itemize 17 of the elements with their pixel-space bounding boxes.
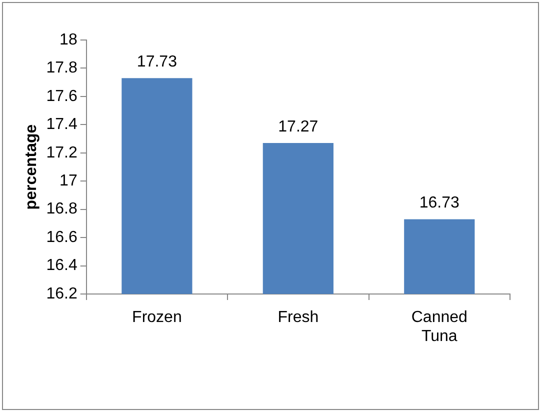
y-tick-label: 16.2 — [46, 285, 78, 302]
y-axis-title: percentage — [23, 124, 40, 210]
data-label: 16.73 — [419, 194, 460, 212]
x-tick-label: Canned Tuna — [411, 309, 468, 346]
y-tick-label: 17.8 — [46, 60, 78, 77]
y-tick-label: 17.2 — [46, 144, 78, 162]
data-label: 17.27 — [278, 118, 318, 136]
y-tick-label: 16.4 — [46, 257, 78, 274]
y-tick-label: 17.6 — [46, 88, 78, 105]
x-tick-label: Frozen — [132, 309, 182, 326]
y-tick-label: 16.8 — [46, 200, 78, 218]
x-tick-label: Fresh — [278, 309, 319, 326]
data-label: 17.73 — [136, 54, 178, 71]
y-tick-label: 16.6 — [46, 228, 78, 246]
y-tick-label: 17.4 — [46, 116, 78, 134]
y-tick-label: 18 — [60, 31, 78, 48]
y-tick-label: 17 — [60, 172, 78, 190]
